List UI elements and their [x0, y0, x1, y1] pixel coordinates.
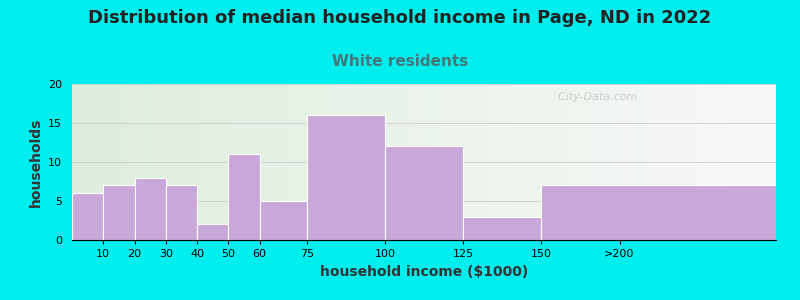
Bar	[103, 185, 134, 240]
Bar	[229, 154, 260, 240]
Text: White residents: White residents	[332, 54, 468, 69]
Bar	[72, 193, 103, 240]
Bar	[166, 185, 197, 240]
Bar	[542, 185, 776, 240]
Text: Distribution of median household income in Page, ND in 2022: Distribution of median household income …	[88, 9, 712, 27]
Bar	[197, 224, 229, 240]
Bar	[260, 201, 306, 240]
Y-axis label: households: households	[29, 117, 42, 207]
Text: City-Data.com: City-Data.com	[550, 92, 638, 102]
Bar	[385, 146, 463, 240]
Bar	[463, 217, 542, 240]
X-axis label: household income ($1000): household income ($1000)	[320, 265, 528, 279]
Bar	[306, 115, 385, 240]
Bar	[134, 178, 166, 240]
